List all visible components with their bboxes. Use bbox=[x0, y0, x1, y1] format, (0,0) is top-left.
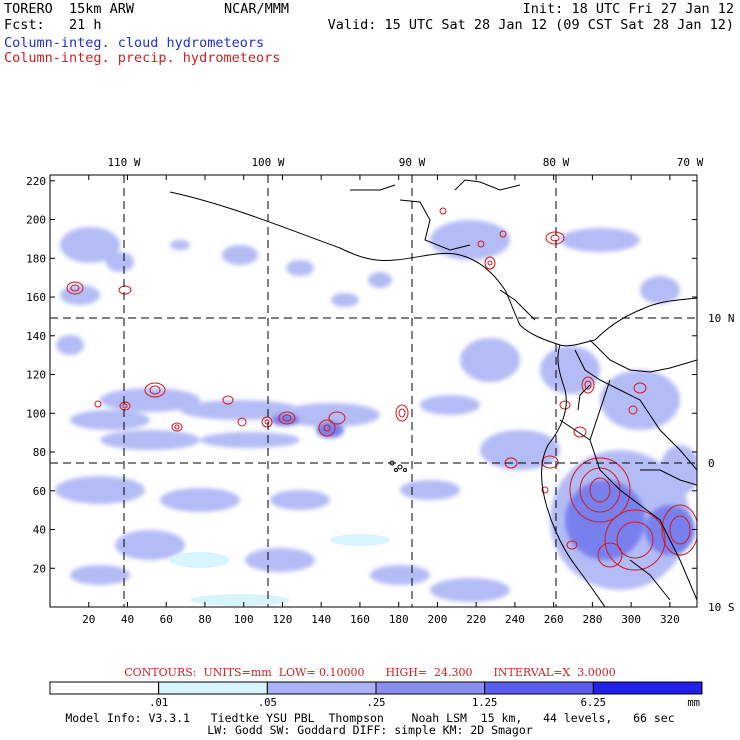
y-tick-label: 40 bbox=[33, 524, 46, 537]
y-tick-label: 20 bbox=[33, 562, 46, 575]
model-title: TORERO 15km ARW bbox=[4, 1, 135, 17]
contours-label: CONTOURS: bbox=[124, 666, 197, 679]
x-tick-label: 120 bbox=[273, 613, 293, 626]
plot-frame bbox=[49, 174, 698, 608]
y-tick-label: 200 bbox=[26, 214, 46, 227]
x-tick-label: 260 bbox=[544, 613, 564, 626]
axis-ticks bbox=[50, 175, 697, 607]
lon-label: 70 W bbox=[677, 156, 704, 169]
legend-cloud: Column-integ. cloud hydrometeors bbox=[4, 35, 265, 51]
geo-labels: 110 W 100 W 90 W 80 W 70 W 10 N 0 10 S bbox=[107, 156, 734, 614]
colorbar-label: .25 bbox=[367, 697, 386, 709]
lon-label: 80 W bbox=[543, 156, 570, 169]
forecast-hour: Fcst: 21 h bbox=[4, 17, 102, 33]
x-tick-label: 180 bbox=[389, 613, 409, 626]
lat-label: 0 bbox=[708, 457, 715, 470]
x-tick-label: 80 bbox=[198, 613, 211, 626]
colorbar-label: 1.25 bbox=[472, 697, 497, 709]
x-tick-label: 280 bbox=[582, 613, 602, 626]
model-info-line2: LW: Godd SW: Goddard DIFF: simple KM: 2D… bbox=[207, 723, 533, 737]
colorbar-swatch bbox=[592, 681, 703, 695]
legend-precip: Column-integ. precip. hydrometeors bbox=[4, 50, 281, 66]
x-tick-label: 200 bbox=[427, 613, 447, 626]
init-time: Init: 18 UTC Fri 27 Jan 12 bbox=[522, 1, 734, 17]
graticule bbox=[50, 175, 697, 607]
x-tick-label: 140 bbox=[311, 613, 331, 626]
colorbar-unit: mm bbox=[687, 697, 700, 709]
colorbar-swatch bbox=[158, 681, 268, 695]
y-tick-label: 120 bbox=[26, 369, 46, 382]
lon-label: 110 W bbox=[107, 156, 140, 169]
colorbar: .01 .05 .25 1.25 6.25 mm bbox=[49, 681, 703, 709]
x-tick-label: 240 bbox=[505, 613, 525, 626]
axis-tick-labels: 20 40 60 80 100 120 140 160 180 200 220 240 260 280 30… bbox=[26, 175, 680, 626]
cloud-field bbox=[55, 220, 697, 606]
contours-low: LOW= 0.10000 bbox=[278, 666, 365, 679]
contours-interval: INTERVAL=X 3.0000 bbox=[493, 666, 616, 679]
x-tick-label: 20 bbox=[82, 613, 95, 626]
colorbar-label: 6.25 bbox=[581, 697, 606, 709]
colorbar-swatch bbox=[484, 681, 594, 695]
x-tick-label: 320 bbox=[660, 613, 680, 626]
x-tick-label: 220 bbox=[466, 613, 486, 626]
lon-label: 100 W bbox=[251, 156, 284, 169]
y-tick-label: 140 bbox=[26, 330, 46, 343]
colorbar-swatch bbox=[375, 681, 486, 695]
coastlines bbox=[169, 179, 697, 607]
lon-label: 90 W bbox=[399, 156, 426, 169]
y-tick-label: 160 bbox=[26, 291, 46, 304]
x-tick-label: 40 bbox=[121, 613, 134, 626]
colorbar-label: .01 bbox=[149, 697, 168, 709]
colorbar-label: .05 bbox=[258, 697, 277, 709]
y-tick-label: 80 bbox=[33, 446, 46, 459]
y-tick-label: 220 bbox=[26, 175, 46, 188]
lat-label: 10 N bbox=[708, 312, 735, 325]
y-tick-label: 100 bbox=[26, 407, 46, 420]
x-tick-label: 300 bbox=[621, 613, 641, 626]
center-label: NCAR/MMM bbox=[224, 1, 290, 17]
colorbar-swatch bbox=[266, 681, 377, 695]
x-tick-label: 100 bbox=[234, 613, 254, 626]
valid-time: Valid: 15 UTC Sat 28 Jan 12 (09 CST Sat … bbox=[327, 17, 734, 33]
contours-units: UNITS=mm bbox=[203, 666, 272, 679]
lat-label: 10 S bbox=[708, 601, 735, 614]
y-tick-label: 180 bbox=[26, 252, 46, 265]
colorbar-swatch bbox=[49, 681, 160, 695]
x-tick-label: 60 bbox=[160, 613, 173, 626]
model-info-line1: Model Info: V3.3.1 Tiedtke YSU PBL Thomp… bbox=[65, 711, 675, 725]
contours-high: HIGH= 24.300 bbox=[385, 666, 473, 679]
contours-info: CONTOURS: UNITS=mm LOW= 0.10000 HIGH= 24… bbox=[0, 666, 740, 679]
x-tick-label: 160 bbox=[350, 613, 370, 626]
y-tick-label: 60 bbox=[33, 485, 46, 498]
